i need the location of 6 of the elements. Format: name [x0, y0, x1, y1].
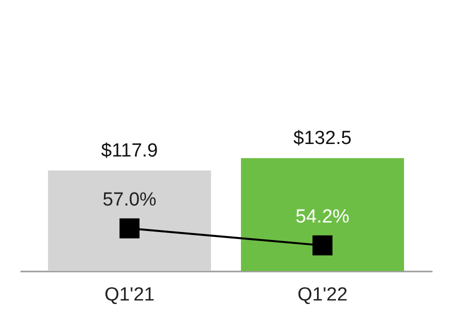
data-label: $117.9	[101, 140, 158, 162]
data-label: 57.0%	[102, 189, 157, 210]
data-label: 54.2%	[296, 206, 350, 228]
x-tick-label: Q1'21	[104, 284, 155, 306]
data-label: $132.5	[293, 128, 352, 150]
x-tick-label: Q1'22	[297, 284, 348, 306]
